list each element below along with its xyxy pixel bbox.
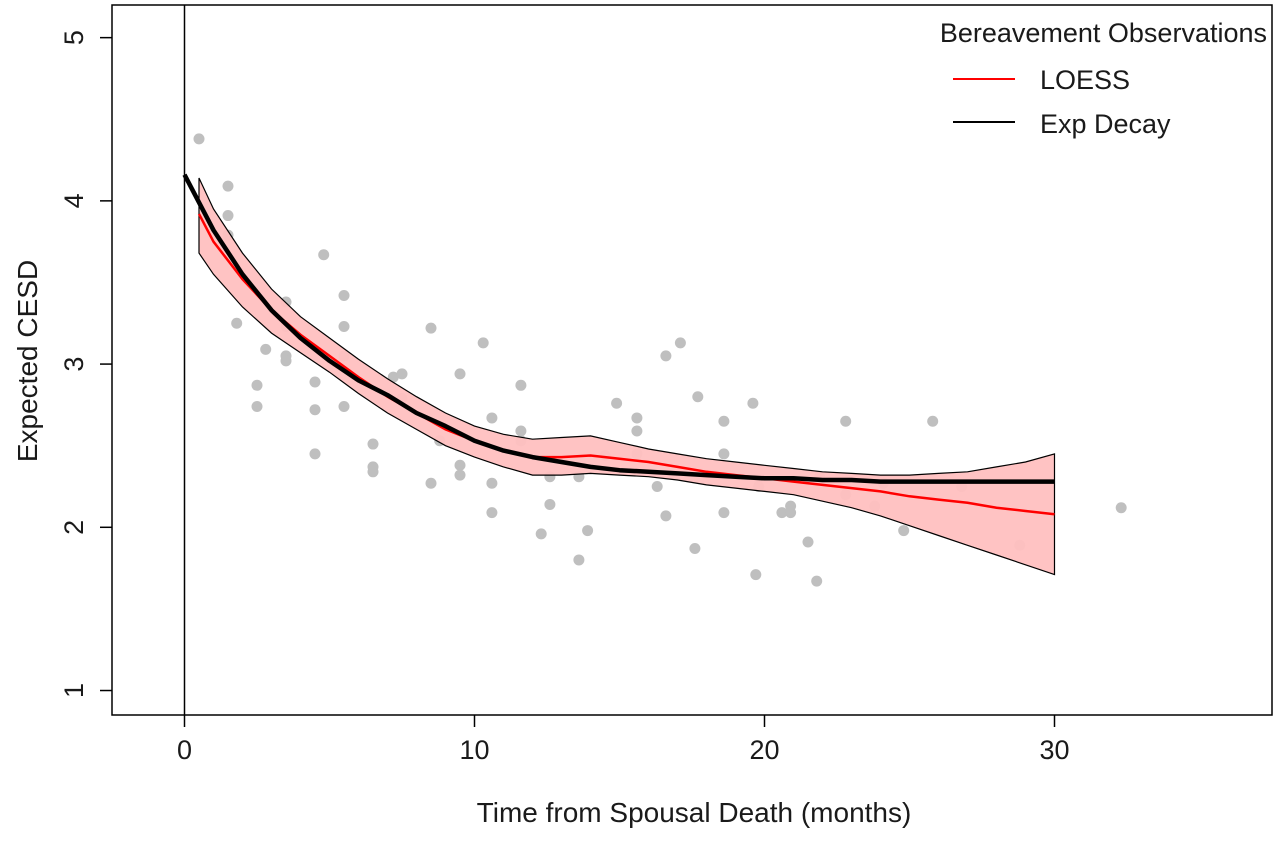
data-point — [309, 404, 321, 416]
legend-label-exp-decay: Exp Decay — [1040, 109, 1171, 139]
data-point — [718, 415, 730, 427]
legend: Bereavement Observations LOESS Exp Decay — [940, 18, 1267, 139]
data-point — [318, 249, 330, 261]
data-point — [222, 180, 234, 192]
data-point — [689, 543, 701, 555]
series-line-exp-decay — [182, 173, 1055, 484]
data-point — [544, 498, 556, 510]
data-point — [486, 412, 498, 424]
data-point — [425, 322, 437, 334]
data-point — [631, 412, 643, 424]
data-point — [674, 337, 686, 349]
y-tick-label: 5 — [59, 30, 89, 45]
y-tick-label: 2 — [59, 520, 89, 535]
data-point — [1115, 502, 1127, 514]
data-point — [776, 507, 788, 519]
data-point — [396, 368, 408, 380]
data-point — [367, 466, 379, 478]
data-point — [454, 459, 466, 471]
data-point — [222, 210, 234, 222]
data-point — [260, 343, 272, 355]
y-tick-label: 4 — [59, 193, 89, 208]
data-point — [631, 425, 643, 437]
data-point — [425, 477, 437, 489]
data-point — [486, 507, 498, 519]
data-point — [718, 507, 730, 519]
data-point — [898, 525, 910, 537]
series-line-loess — [197, 213, 1055, 516]
data-point — [251, 401, 263, 413]
x-tick-label: 0 — [177, 735, 192, 765]
data-point — [747, 397, 759, 409]
data-point — [338, 321, 350, 333]
y-axis-title: Expected CESD — [12, 260, 43, 462]
data-point — [802, 536, 814, 548]
data-point — [811, 575, 823, 587]
data-point — [840, 415, 852, 427]
y-tick-label: 3 — [59, 357, 89, 372]
plot-frame — [111, 4, 1273, 716]
data-point — [309, 376, 321, 388]
data-point — [785, 500, 797, 512]
data-point — [535, 528, 547, 540]
data-point — [367, 438, 379, 450]
data-point — [338, 290, 350, 302]
data-point — [718, 448, 730, 460]
data-point — [193, 133, 205, 145]
data-point — [338, 401, 350, 413]
data-point — [660, 350, 672, 362]
x-tick-label: 30 — [1039, 735, 1069, 765]
data-point — [454, 368, 466, 380]
data-point — [582, 525, 594, 537]
data-point — [573, 554, 585, 566]
data-point — [251, 379, 263, 391]
data-point — [231, 317, 243, 329]
data-point — [692, 391, 704, 403]
y-tick-label: 1 — [59, 683, 89, 698]
data-point — [477, 337, 489, 349]
x-tick-label: 20 — [749, 735, 779, 765]
data-point — [387, 371, 399, 383]
data-point — [309, 448, 321, 460]
loess-confidence-band — [198, 177, 1056, 576]
data-point — [611, 397, 623, 409]
legend-title: Bereavement Observations — [940, 18, 1267, 48]
data-point — [486, 477, 498, 489]
data-point — [660, 510, 672, 522]
data-point — [927, 415, 939, 427]
x-tick-label: 10 — [459, 735, 489, 765]
legend-label-loess: LOESS — [1040, 65, 1130, 95]
data-point — [515, 425, 527, 437]
x-axis-title: Time from Spousal Death (months) — [477, 797, 912, 828]
data-point — [651, 480, 663, 492]
data-point — [515, 379, 527, 391]
plot-area — [182, 5, 1127, 715]
data-point — [280, 355, 292, 367]
data-point — [750, 569, 762, 581]
data-point — [454, 469, 466, 481]
axes: 0 10 20 30 1 2 3 4 5 — [59, 4, 1273, 765]
